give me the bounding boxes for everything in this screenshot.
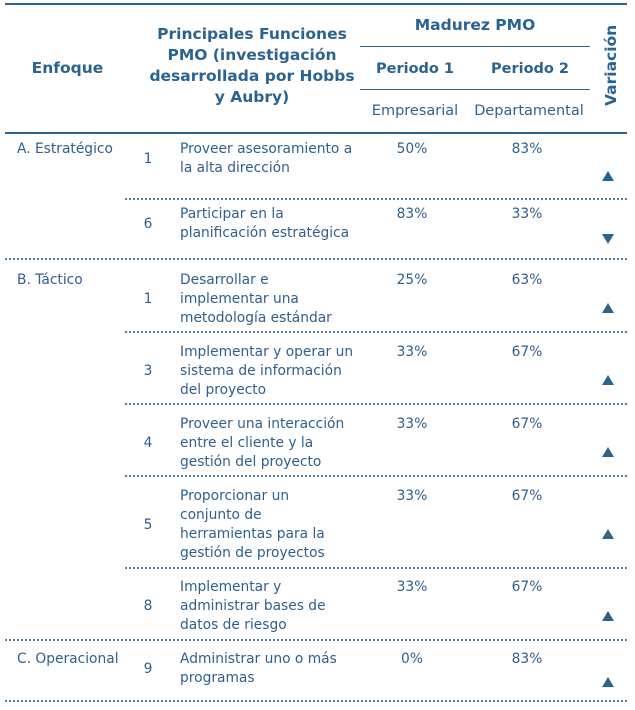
function-number: 9 <box>143 660 153 677</box>
arrow-up-icon <box>602 303 614 313</box>
function-number: 4 <box>143 435 153 451</box>
periodo-1-value: 83% <box>396 206 428 222</box>
periodo-2-value: 67% <box>511 344 543 360</box>
function-number: 1 <box>143 291 153 307</box>
function-description: Administrar uno o más programas <box>180 651 337 686</box>
periodo-2-value: 33% <box>511 206 543 222</box>
row-separator <box>125 403 627 405</box>
arrow-up-icon <box>602 447 614 457</box>
periodo-1-value: 0% <box>401 651 423 667</box>
enfoque-cell: B. Táctico <box>17 272 83 288</box>
enfoque-cell: C. Operacional <box>17 651 119 667</box>
header-variacion: Variación <box>602 24 620 106</box>
row-separator <box>5 700 627 702</box>
arrow-up-icon <box>602 610 614 621</box>
row-separator <box>5 639 627 641</box>
periodo-1-value: 33% <box>396 344 428 360</box>
periodo-2-value: 83% <box>511 651 543 667</box>
periodo-2-value: 67% <box>511 416 543 432</box>
arrow-down-icon <box>602 233 614 244</box>
arrow-up-icon <box>602 171 614 181</box>
function-description: Desarrollar e implementar una metodología … <box>180 272 332 326</box>
header-periodo-1: Periodo 1 <box>375 61 455 77</box>
periodo-1-value: 33% <box>396 579 428 595</box>
header-bottom-rule <box>5 132 627 134</box>
header-periodo-2: Periodo 2 <box>490 61 570 77</box>
periodo-rule <box>360 89 590 90</box>
periodo-1-value: 33% <box>396 416 428 432</box>
periodo-2-value: 83% <box>511 141 543 157</box>
periodo-2-value: 63% <box>511 272 543 288</box>
function-description: Proveer una interacción entre el cliente … <box>180 416 345 470</box>
function-description: Participar en la planificación estratégic… <box>180 206 350 241</box>
function-description: Proporcionar un conjunto de herramientas p… <box>180 488 325 561</box>
header-departamental: Departamental <box>474 103 584 119</box>
arrow-up-icon <box>602 529 614 539</box>
table-top-rule <box>5 3 627 5</box>
madurez-rule <box>360 46 590 47</box>
row-separator <box>125 567 627 569</box>
header-empresarial: Empresarial <box>371 103 459 119</box>
row-separator <box>5 258 627 260</box>
function-description: Implementar y administrar bases de datos d… <box>180 579 326 633</box>
header-funciones: Principales Funciones PMO (investigación… <box>149 25 355 106</box>
function-description: Proveer asesoramiento a la alta dirección <box>180 141 353 176</box>
header-madurez: Madurez PMO <box>414 16 536 34</box>
enfoque-cell: A. Estratégico <box>17 141 113 157</box>
function-number: 5 <box>143 516 153 533</box>
arrow-up-icon <box>602 375 614 385</box>
periodo-1-value: 50% <box>396 141 428 157</box>
function-description: Implementar y operar un sistema de inform… <box>180 344 354 398</box>
periodo-1-value: 25% <box>396 272 428 288</box>
function-number: 1 <box>143 150 153 167</box>
header-enfoque: Enfoque <box>31 59 104 77</box>
row-separator <box>125 331 627 333</box>
function-number: 6 <box>143 215 153 232</box>
function-number: 3 <box>143 363 153 379</box>
row-separator <box>125 198 627 200</box>
arrow-up-icon <box>602 677 614 687</box>
periodo-1-value: 33% <box>396 488 428 504</box>
row-separator <box>125 475 627 477</box>
periodo-2-value: 67% <box>511 579 543 595</box>
function-number: 8 <box>143 598 153 614</box>
periodo-2-value: 67% <box>511 488 543 504</box>
